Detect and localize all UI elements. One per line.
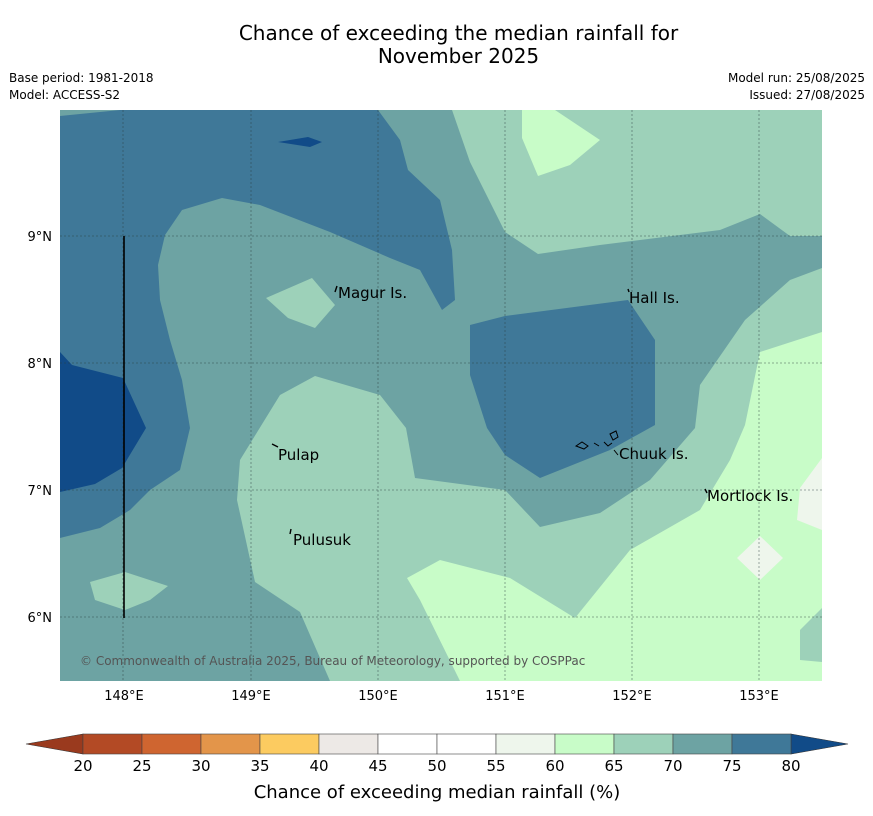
title-line-1: Chance of exceeding the median rainfall … xyxy=(238,21,679,45)
zone-55-60-east xyxy=(797,458,822,530)
lat-8n: 8°N xyxy=(28,357,53,372)
gridlines xyxy=(60,110,822,681)
colorbar-tick-label: 50 xyxy=(427,757,446,775)
colorbar-segment xyxy=(731,733,792,755)
colorbar-under-arrow xyxy=(25,733,84,755)
base-period: Base period: 1981-2018 xyxy=(9,71,154,85)
lon-152e: 152°E xyxy=(612,689,652,704)
pulap-island-mark xyxy=(271,443,279,448)
colorbar-tick-label: 75 xyxy=(722,757,741,775)
lon-149e: 149°E xyxy=(231,689,271,704)
colorbar-segment xyxy=(377,733,438,755)
colorbar-segment xyxy=(554,733,615,755)
zone-65-70-magur xyxy=(266,278,335,328)
lon-151e: 151°E xyxy=(485,689,525,704)
model-name: Model: ACCESS-S2 xyxy=(9,88,121,102)
lon-148e: 148°E xyxy=(104,689,144,704)
zone-60-65-southeast xyxy=(407,332,822,681)
hall-island-mark xyxy=(627,288,630,293)
lat-7n: 7°N xyxy=(28,484,53,499)
label-pulap: Pulap xyxy=(278,446,319,464)
zone-60-65-north xyxy=(522,110,600,176)
colorbar-tick-label: 65 xyxy=(604,757,623,775)
mortlock-island-mark xyxy=(704,488,708,494)
meta-right: Model run: 25/08/2025 Issued: 27/08/2025 xyxy=(728,70,865,104)
copyright-notice: © Commonwealth of Australia 2025, Bureau… xyxy=(80,654,585,668)
lon-153e: 153°E xyxy=(739,689,779,704)
colorbar-tick-label: 35 xyxy=(250,757,269,775)
colorbar-segment xyxy=(259,733,320,755)
map-title: Chance of exceeding the median rainfall … xyxy=(0,22,873,68)
colorbar-segment xyxy=(318,733,379,755)
colorbar-ticks: 20 25 30 35 40 45 50 55 60 65 70 75 80 xyxy=(73,757,800,775)
colorbar-tick-label: 80 xyxy=(781,757,800,775)
lon-150e: 150°E xyxy=(358,689,398,704)
meta-left: Base period: 1981-2018 Model: ACCESS-S2 xyxy=(9,70,154,104)
title-line-2: November 2025 xyxy=(377,44,540,68)
lat-9n: 9°N xyxy=(28,230,53,245)
colorbar-segment xyxy=(672,733,733,755)
chuuk-lagoon-islands xyxy=(574,430,619,456)
map-area[interactable]: Magur Is. Hall Is. Pulap Chuuk Is. Mortl… xyxy=(60,110,822,681)
label-magur: Magur Is. xyxy=(338,284,407,302)
colorbar-over-arrow xyxy=(790,733,849,755)
label-chuuk: Chuuk Is. xyxy=(619,445,688,463)
zone-75-80-chuuk xyxy=(470,300,655,478)
colorbar-segment xyxy=(495,733,556,755)
colorbar-segment xyxy=(82,733,143,755)
latitude-labels: 9°N 8°N 7°N 6°N xyxy=(28,230,53,626)
colorbar-segments xyxy=(82,733,792,755)
label-pulusuk: Pulusuk xyxy=(293,531,351,549)
colorbar-tick-label: 30 xyxy=(191,757,210,775)
label-mortlock: Mortlock Is. xyxy=(707,487,793,505)
colorbar-tick-label: 20 xyxy=(73,757,92,775)
zone-65-70-west xyxy=(90,572,168,610)
zone-55-60-diamond xyxy=(737,536,783,580)
island-markers xyxy=(271,285,708,535)
colorbar-tick-label: 45 xyxy=(368,757,387,775)
magur-island-mark xyxy=(334,285,338,293)
label-hall: Hall Is. xyxy=(629,289,680,307)
colorbar-tick-label: 60 xyxy=(545,757,564,775)
zone-75-80-northwest xyxy=(60,110,455,538)
colorbar-segment xyxy=(436,733,497,755)
longitude-labels: 148°E 149°E 150°E 151°E 152°E 153°E xyxy=(104,689,779,704)
model-run: Model run: 25/08/2025 xyxy=(727,71,865,85)
colorbar-title: Chance of exceeding median rainfall (%) xyxy=(254,782,621,803)
colorbar-tick-label: 55 xyxy=(486,757,505,775)
pulusuk-island-mark xyxy=(289,528,292,535)
colorbar-segment xyxy=(613,733,674,755)
issued-date: Issued: 27/08/2025 xyxy=(749,88,865,102)
colorbar-segment xyxy=(200,733,261,755)
colorbar-segment xyxy=(141,733,202,755)
colorbar-tick-label: 40 xyxy=(309,757,328,775)
zone-80-plus-north xyxy=(278,137,322,147)
colorbar-tick-label: 25 xyxy=(132,757,151,775)
colorbar-tick-label: 70 xyxy=(663,757,682,775)
colorbar: 20 25 30 35 40 45 50 55 60 65 70 75 80 Chance of exc… xyxy=(25,733,849,803)
lat-6n: 6°N xyxy=(28,611,53,626)
